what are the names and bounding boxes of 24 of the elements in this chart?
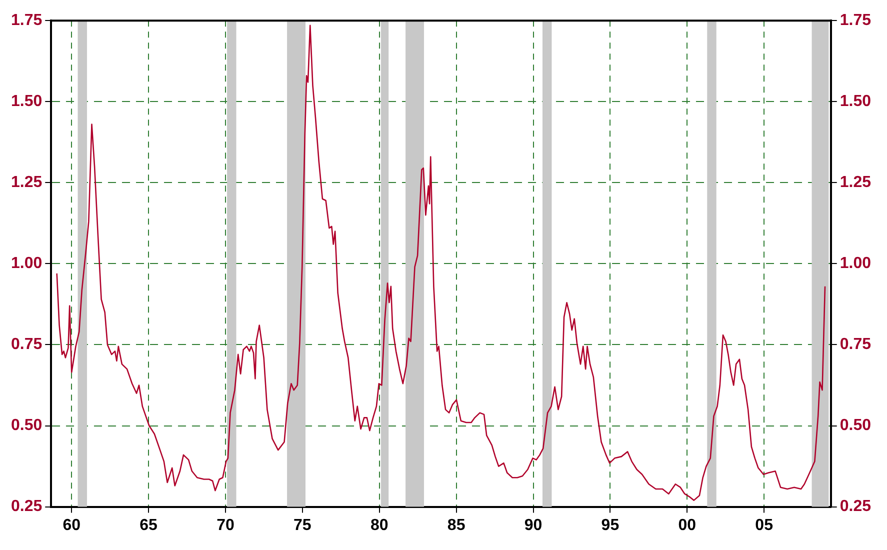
y2-tick-label: 1.25 — [840, 174, 872, 192]
y2-tick-label: 0.50 — [840, 417, 872, 434]
y-tick-label: 1.25 — [11, 174, 42, 192]
y-tick-label: 1.75 — [11, 12, 42, 30]
y2-tick-label: 0.75 — [840, 336, 872, 354]
y-tick-label: 1.00 — [11, 255, 42, 272]
x-tick-label: 75 — [294, 516, 312, 534]
y-tick-label: 0.25 — [11, 498, 42, 516]
y-tick-label: 0.50 — [11, 417, 42, 434]
y-tick-label: 1.50 — [11, 93, 42, 110]
x-tick-label: 90 — [524, 516, 542, 534]
y2-tick-label: 1.00 — [840, 255, 872, 272]
x-tick-label: 65 — [140, 516, 158, 534]
y-tick-label: 0.75 — [11, 336, 42, 354]
x-tick-label: 70 — [216, 516, 234, 534]
x-tick-label: 80 — [370, 516, 388, 534]
x-tick-label: 05 — [755, 516, 774, 534]
y2-tick-label: 1.50 — [840, 93, 872, 110]
x-tick-label: 95 — [601, 516, 620, 534]
x-tick-label: 00 — [678, 516, 696, 534]
y2-tick-label: 0.25 — [840, 498, 872, 516]
y2-tick-label: 1.75 — [840, 12, 872, 30]
x-tick-label: 85 — [447, 516, 466, 534]
x-tick-label: 60 — [62, 516, 81, 534]
